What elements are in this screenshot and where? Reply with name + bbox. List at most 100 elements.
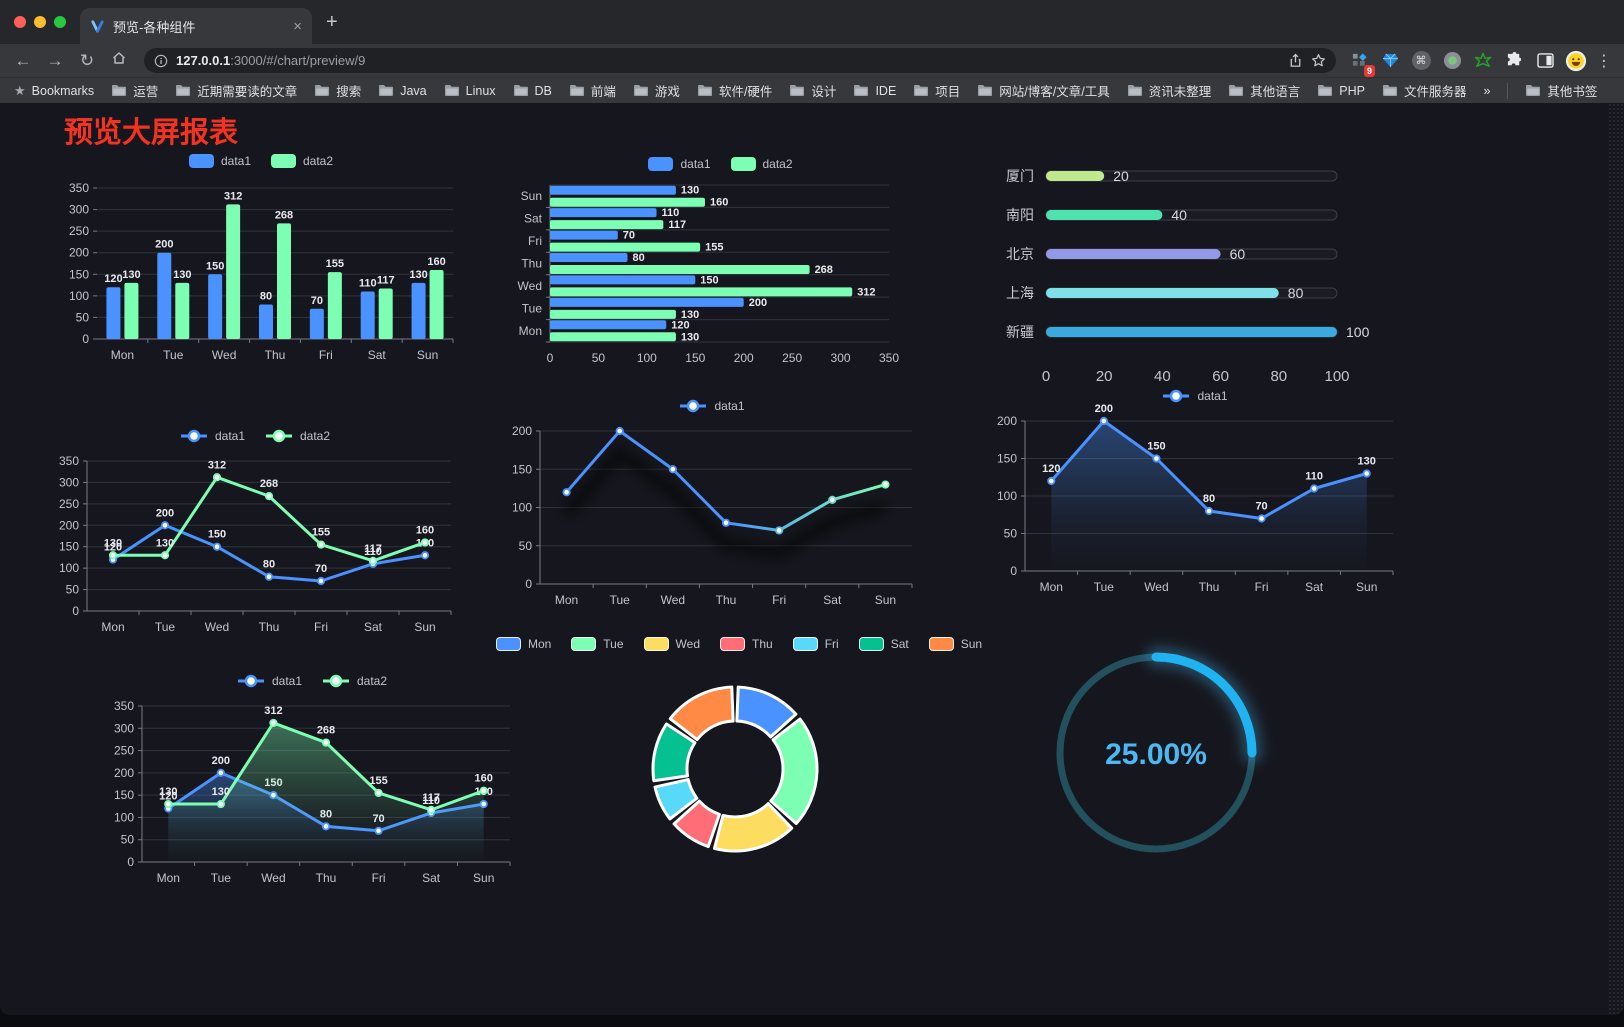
zoom-window-button[interactable] — [54, 16, 66, 28]
reload-button[interactable]: ↻ — [79, 50, 95, 70]
folder-icon — [513, 85, 528, 96]
extension-tabs-grid[interactable]: 9 — [1348, 50, 1375, 77]
svg-text:Sun: Sun — [473, 871, 494, 885]
svg-text:200: 200 — [734, 351, 754, 365]
bookmark-folder[interactable]: 近期需要读的文章 — [175, 81, 297, 100]
svg-text:200: 200 — [114, 766, 134, 780]
svg-text:155: 155 — [326, 258, 344, 270]
svg-text:Fri: Fri — [319, 348, 333, 362]
extension-green-star[interactable] — [1472, 50, 1494, 72]
browser-tab[interactable]: 预览-各种组件 × — [80, 8, 312, 44]
browser-menu-button[interactable]: ⋮ — [1596, 52, 1612, 70]
legend-item[interactable]: data1 — [180, 429, 245, 443]
legend-item[interactable]: data1 — [679, 399, 745, 413]
svg-text:Fri: Fri — [528, 234, 542, 248]
bookmark-folder[interactable]: PHP — [1317, 84, 1365, 98]
svg-text:Fri: Fri — [314, 620, 328, 634]
side-panel-button[interactable] — [1534, 50, 1556, 72]
svg-text:Sun: Sun — [521, 189, 542, 203]
bookmark-folder[interactable]: 游戏 — [633, 81, 680, 100]
folder-icon — [854, 85, 869, 96]
svg-text:250: 250 — [782, 351, 802, 365]
legend-item[interactable]: Tue — [571, 637, 624, 651]
legend-item[interactable]: data2 — [322, 674, 387, 688]
bookmark-folder[interactable]: 项目 — [913, 81, 960, 100]
svg-text:Wed: Wed — [261, 871, 285, 885]
svg-text:300: 300 — [114, 721, 134, 735]
legend-item[interactable]: Sun — [928, 637, 982, 651]
minimize-window-button[interactable] — [34, 16, 46, 28]
bookmark-folder[interactable]: 文件服务器 — [1382, 81, 1466, 100]
svg-text:150: 150 — [997, 452, 1017, 466]
legend-item[interactable]: Mon — [495, 637, 551, 651]
legend-item[interactable]: Fri — [792, 637, 839, 651]
svg-text:Thu: Thu — [716, 593, 737, 607]
bookmark-folder[interactable]: 前端 — [569, 81, 616, 100]
bookmark-folder[interactable]: 资讯未整理 — [1127, 81, 1211, 100]
bookmarks-manager-item[interactable]: ★ Bookmarks — [14, 83, 94, 99]
bookmark-folder[interactable]: 搜索 — [314, 81, 361, 100]
legend-item[interactable]: Wed — [643, 637, 700, 651]
bookmark-folder[interactable]: 其他语言 — [1228, 81, 1300, 100]
legend-item[interactable]: data1 — [237, 674, 302, 688]
extension-recorder[interactable] — [1441, 50, 1463, 72]
legend-item[interactable]: data2 — [730, 157, 793, 171]
bookmark-folder[interactable]: 设计 — [789, 81, 836, 100]
svg-text:Tue: Tue — [610, 593, 631, 607]
site-info-icon[interactable] — [154, 54, 168, 68]
legend-label: data1 — [1197, 389, 1228, 403]
chart-legend: data1 — [1162, 385, 1228, 407]
new-tab-button[interactable]: + — [326, 11, 338, 33]
legend-item[interactable]: data2 — [271, 154, 333, 168]
svg-text:80: 80 — [263, 559, 275, 571]
chart-legend: data1 data2 — [237, 670, 387, 692]
svg-text:50: 50 — [1004, 527, 1018, 541]
home-button[interactable] — [106, 50, 132, 71]
svg-text:Sun: Sun — [1356, 580, 1377, 594]
svg-text:155: 155 — [312, 527, 330, 539]
svg-text:100: 100 — [1324, 368, 1349, 385]
tab-close-icon[interactable]: × — [293, 17, 302, 35]
legend-item[interactable]: data1 — [648, 157, 711, 171]
svg-text:Fri: Fri — [372, 871, 386, 885]
bookmark-folder[interactable]: DB — [513, 84, 552, 98]
extensions-puzzle-button[interactable] — [1503, 50, 1525, 72]
svg-text:Sat: Sat — [823, 593, 842, 607]
extension-command[interactable]: ⌘ — [1410, 50, 1432, 72]
legend-item[interactable]: data1 — [188, 154, 251, 168]
legend-swatch — [648, 157, 674, 171]
back-button[interactable]: ← — [14, 50, 32, 70]
url-path: :3000/#/chart/preview/9 — [230, 53, 366, 68]
close-window-button[interactable] — [14, 16, 26, 28]
bookmark-folder[interactable]: 网站/博客/文章/工具 — [977, 81, 1110, 100]
scrollbar-texture[interactable] — [1608, 103, 1623, 1015]
bookmark-folder[interactable]: 运营 — [111, 81, 158, 100]
legend-item[interactable]: Thu — [720, 637, 773, 651]
bookmarks-overflow-button[interactable]: » — [1483, 83, 1491, 98]
bookmark-star-icon[interactable] — [1311, 53, 1326, 68]
address-bar[interactable]: 127.0.0.1:3000/#/chart/preview/9 — [144, 48, 1336, 73]
profile-avatar[interactable] — [1565, 50, 1587, 72]
legend-item[interactable]: Sat — [858, 637, 909, 651]
share-icon[interactable] — [1288, 53, 1303, 68]
legend-swatch — [720, 637, 745, 651]
svg-text:130: 130 — [156, 537, 174, 549]
svg-text:160: 160 — [475, 773, 493, 785]
folder-icon — [1127, 85, 1142, 96]
bookmark-folder[interactable]: IDE — [853, 84, 896, 98]
svg-text:117: 117 — [377, 275, 395, 287]
legend-item[interactable]: data2 — [265, 429, 330, 443]
svg-text:150: 150 — [512, 462, 532, 476]
other-bookmarks-folder[interactable]: 其他书签 — [1525, 81, 1597, 100]
svg-text:Sat: Sat — [1305, 580, 1324, 594]
legend-item[interactable]: data1 — [1162, 389, 1228, 403]
bookmark-folder[interactable]: Java — [378, 84, 427, 98]
extension-gem[interactable] — [1379, 50, 1401, 72]
svg-text:Thu: Thu — [1199, 580, 1220, 594]
bookmark-folder[interactable]: Linux — [444, 84, 496, 98]
bookmark-folder[interactable]: 软件/硬件 — [697, 81, 772, 100]
forward-button[interactable]: → — [46, 50, 64, 70]
chart-canvas: 厦门 20 南阳 40 北京 60 上海 80 新疆 100 0 20 40 60 80 100 — [1006, 168, 1370, 385]
svg-text:Wed: Wed — [1144, 580, 1168, 594]
svg-text:Fri: Fri — [772, 593, 786, 607]
